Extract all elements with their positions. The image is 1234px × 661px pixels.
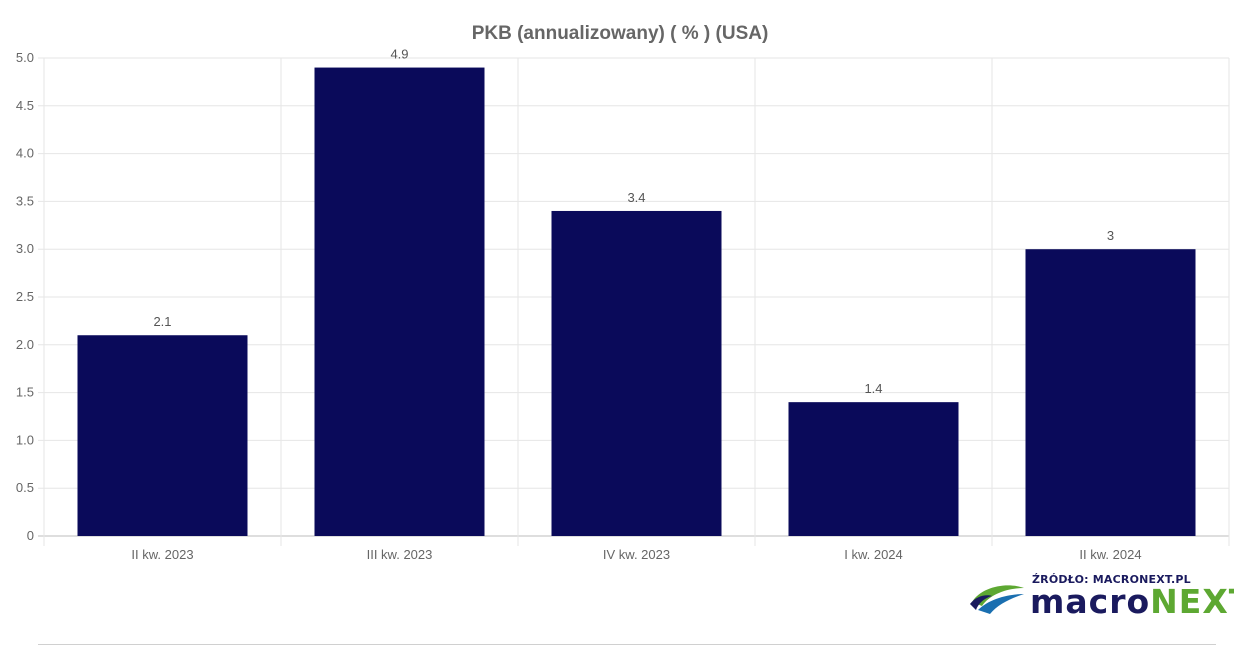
- bar: [551, 210, 722, 536]
- y-tick-label: 1.0: [16, 432, 34, 447]
- data-label: 4.9: [390, 47, 408, 62]
- x-tick-label: I kw. 2024: [844, 547, 903, 562]
- y-tick-label: 4.0: [16, 146, 34, 161]
- y-tick-label: 0.5: [16, 480, 34, 495]
- data-label: 2.1: [153, 314, 171, 329]
- bar: [314, 67, 485, 536]
- logo-text-macro: macro: [1030, 582, 1151, 621]
- data-label: 3: [1107, 228, 1114, 243]
- macronext-swirl-icon: [970, 585, 1024, 614]
- bars: 2.1 4.9 3.4 1.4 3: [77, 47, 1196, 536]
- x-tick-label: III kw. 2023: [367, 547, 433, 562]
- data-label: 3.4: [627, 190, 645, 205]
- bar: [1025, 249, 1196, 536]
- x-axis: II kw. 2023 III kw. 2023 IV kw. 2023 I kw. …: [131, 547, 1141, 562]
- y-tick-label: 3.0: [16, 241, 34, 256]
- source-credit: ŹRÓDŁO: MACRONEXT.PL: [1032, 573, 1191, 586]
- y-tick-label: 4.5: [16, 98, 34, 113]
- x-tick-label: II kw. 2024: [1079, 547, 1141, 562]
- y-tick-label: 3.5: [16, 193, 34, 208]
- y-tick-label: 0: [27, 528, 34, 543]
- data-label: 1.4: [864, 381, 882, 396]
- y-tick-label: 2.5: [16, 289, 34, 304]
- bar: [788, 402, 959, 536]
- y-tick-label: 5.0: [16, 50, 34, 65]
- x-tick-label: II kw. 2023: [131, 547, 193, 562]
- x-tick-label: IV kw. 2023: [603, 547, 670, 562]
- macronext-logo: macroNEXT: [1030, 585, 1234, 619]
- y-axis: 0 0.5 1.0 1.5 2.0 2.5 3.0 3.5 4.0 4.5 5.0: [16, 50, 34, 543]
- y-tick-label: 1.5: [16, 385, 34, 400]
- logo-text-next: NEXT: [1150, 582, 1234, 621]
- bottom-divider: [38, 644, 1216, 645]
- bar: [77, 335, 248, 536]
- y-tick-label: 2.0: [16, 337, 34, 352]
- chart-title: PKB (annualizowany) ( % ) (USA): [472, 23, 769, 44]
